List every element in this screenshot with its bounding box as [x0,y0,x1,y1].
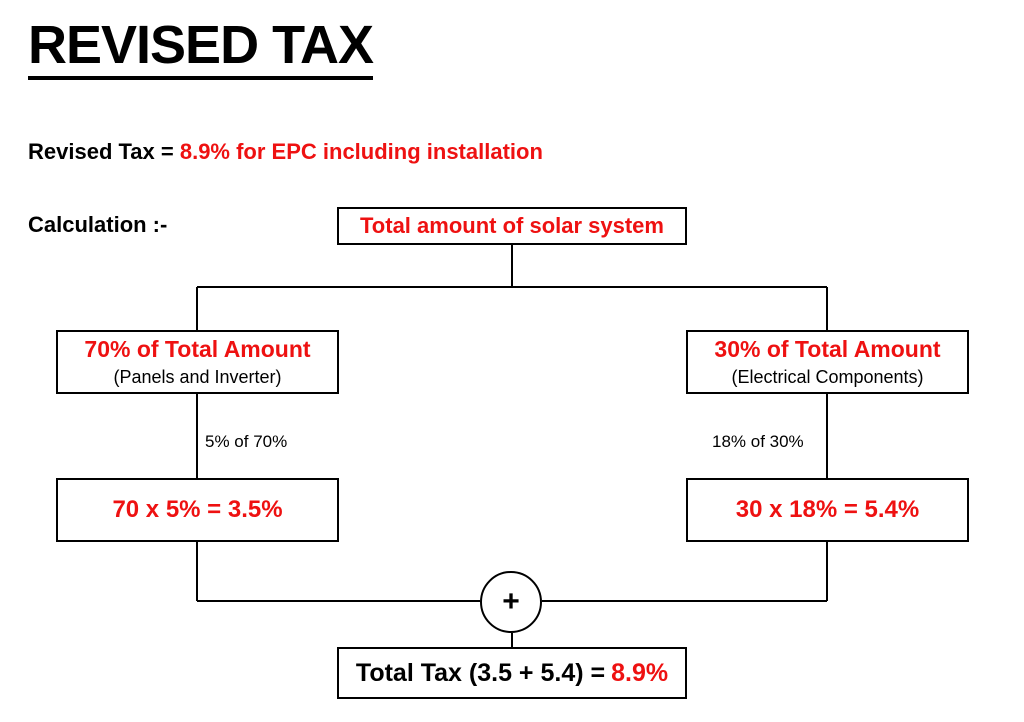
page-title: REVISED TAX [28,18,374,80]
revised-tax-prefix: Revised Tax = [28,139,180,164]
right-share-heading: 30% of Total Amount [714,336,941,362]
revised-tax-line: Revised Tax = 8.9% for EPC including ins… [28,139,543,165]
total-tax-box: Total Tax (3.5 + 5.4) = 8.9% [337,647,687,699]
total-tax-value: 8.9% [611,658,669,687]
revised-tax-value: 8.9% for EPC including installation [179,139,543,164]
left-share-subtitle: (Panels and Inverter) [113,367,282,387]
left-share-heading: 70% of Total Amount [84,336,311,362]
left-share-box: 70% of Total Amount (Panels and Inverter… [56,330,339,394]
calculation-label: Calculation :- [28,212,168,237]
total-amount-label: Total amount of solar system [360,213,664,238]
total-tax-prefix: Total Tax (3.5 + 5.4) = [355,658,606,687]
right-share-box: 30% of Total Amount (Electrical Componen… [686,330,969,394]
right-result-box: 30 x 18% = 5.4% [686,478,969,542]
left-result-box: 70 x 5% = 3.5% [56,478,339,542]
left-rate-label: 5% of 70% [205,432,288,451]
right-rate-label: 18% of 30% [712,432,804,451]
right-share-subtitle: (Electrical Components) [731,367,924,387]
left-result-value: 70 x 5% = 3.5% [112,496,283,523]
right-result-value: 30 x 18% = 5.4% [735,496,920,523]
plus-operator-icon: + [480,571,542,633]
total-amount-box: Total amount of solar system [337,207,687,245]
